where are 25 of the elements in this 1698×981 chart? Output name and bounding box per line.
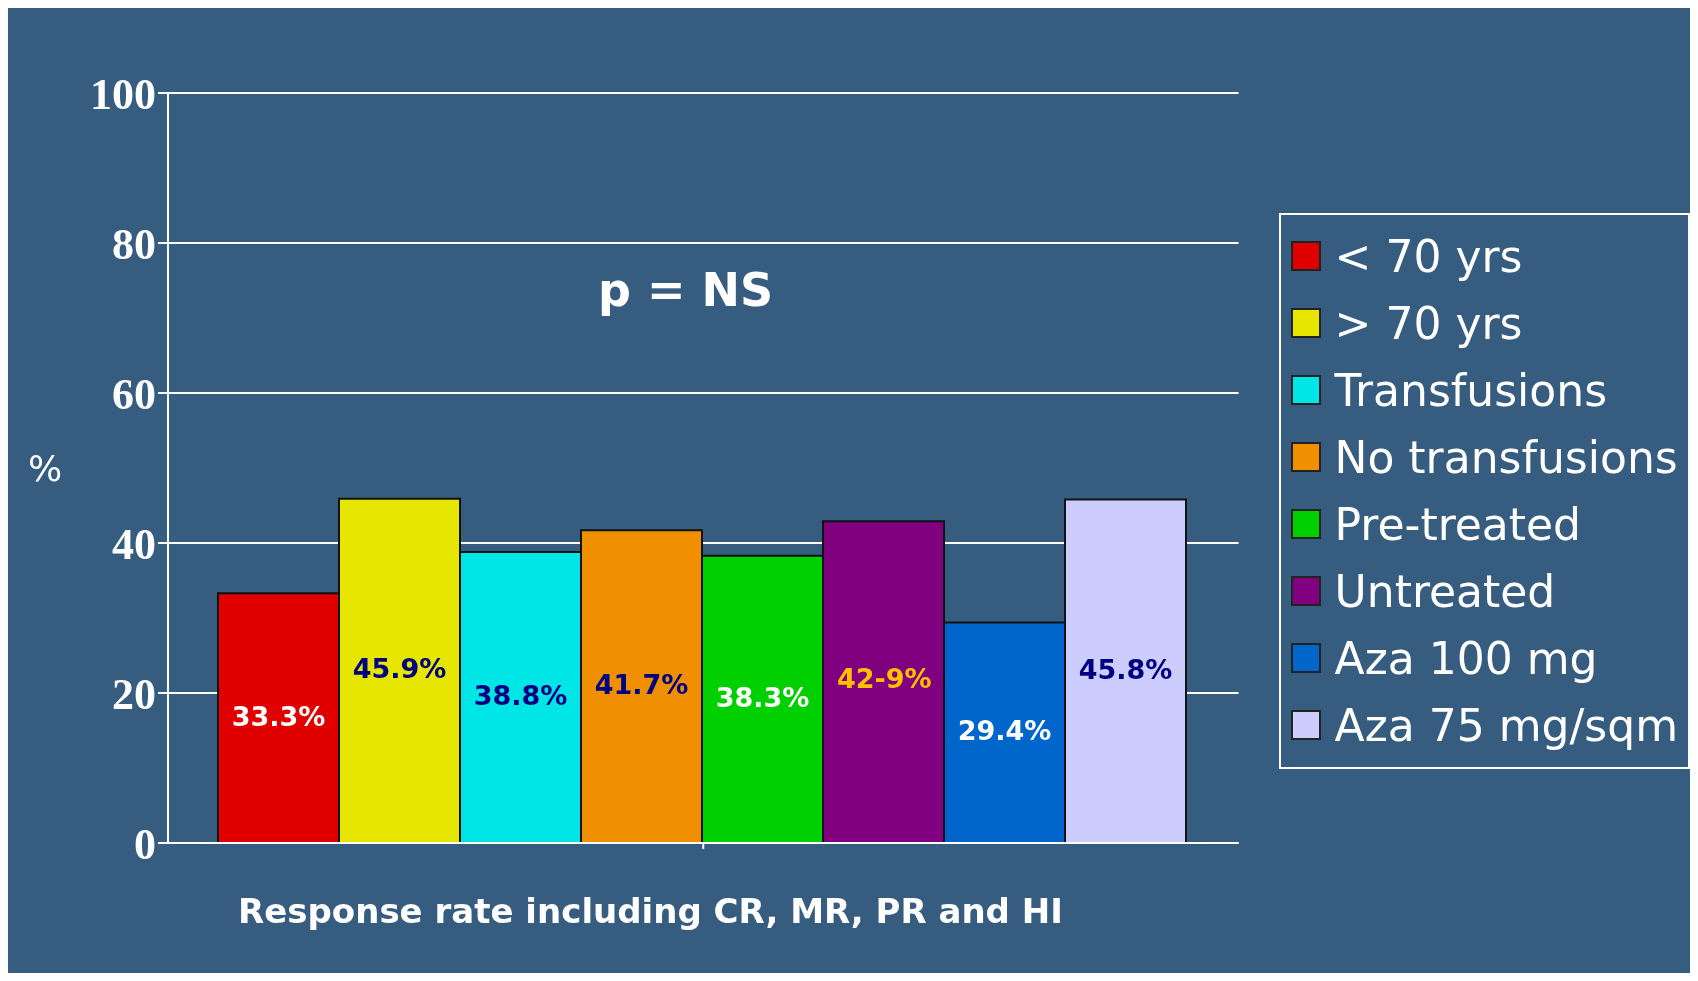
y-tick-label: 80 <box>112 219 156 269</box>
legend-label: Aza 100 mg <box>1334 632 1598 684</box>
data-label: 29.4% <box>957 715 1052 747</box>
annotation: p = NS <box>598 263 774 317</box>
y-tick-label: 40 <box>112 519 156 569</box>
y-tick-label: 60 <box>112 369 156 419</box>
legend-label: Pre-treated <box>1334 498 1582 550</box>
y-tick-label: 20 <box>112 669 156 719</box>
data-label: 45.8% <box>1078 653 1173 685</box>
y-tick-label: 0 <box>134 819 156 869</box>
x-axis-title: Response rate including CR, MR, PR and HI <box>238 891 1063 931</box>
data-label: 38.8% <box>473 680 568 711</box>
legend-label: Transfusions <box>1334 364 1608 416</box>
legend-label: > 70 yrs <box>1334 297 1523 349</box>
data-label: 41.7% <box>594 669 689 701</box>
legend-label: No transfusions <box>1334 431 1678 483</box>
annotation: 42-9% <box>837 663 932 694</box>
y-tick-label: 100 <box>90 69 156 119</box>
legend-label: Aza 75 mg/sqm <box>1334 699 1678 751</box>
data-label: 38.3% <box>715 681 810 713</box>
data-label: 33.3% <box>231 700 326 732</box>
legend-label: < 70 yrs <box>1334 230 1523 282</box>
data-label: 45.9% <box>352 653 447 685</box>
y-axis-title: % <box>28 447 63 489</box>
legend-label: Untreated <box>1334 565 1556 617</box>
